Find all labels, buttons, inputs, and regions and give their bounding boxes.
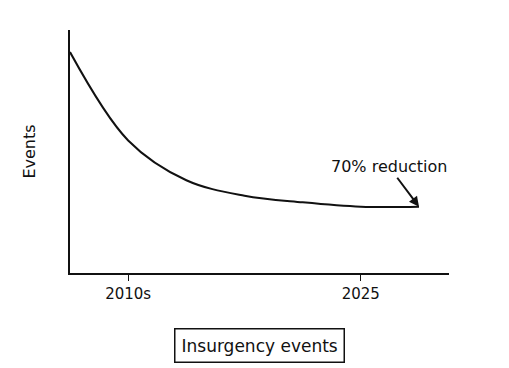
svg-text:70% reduction: 70% reduction bbox=[331, 157, 447, 176]
svg-text:2010s: 2010s bbox=[105, 285, 151, 303]
svg-text:2025: 2025 bbox=[342, 285, 380, 303]
svg-text:Insurgency events: Insurgency events bbox=[182, 336, 338, 356]
svg-text:Events: Events bbox=[20, 124, 39, 178]
